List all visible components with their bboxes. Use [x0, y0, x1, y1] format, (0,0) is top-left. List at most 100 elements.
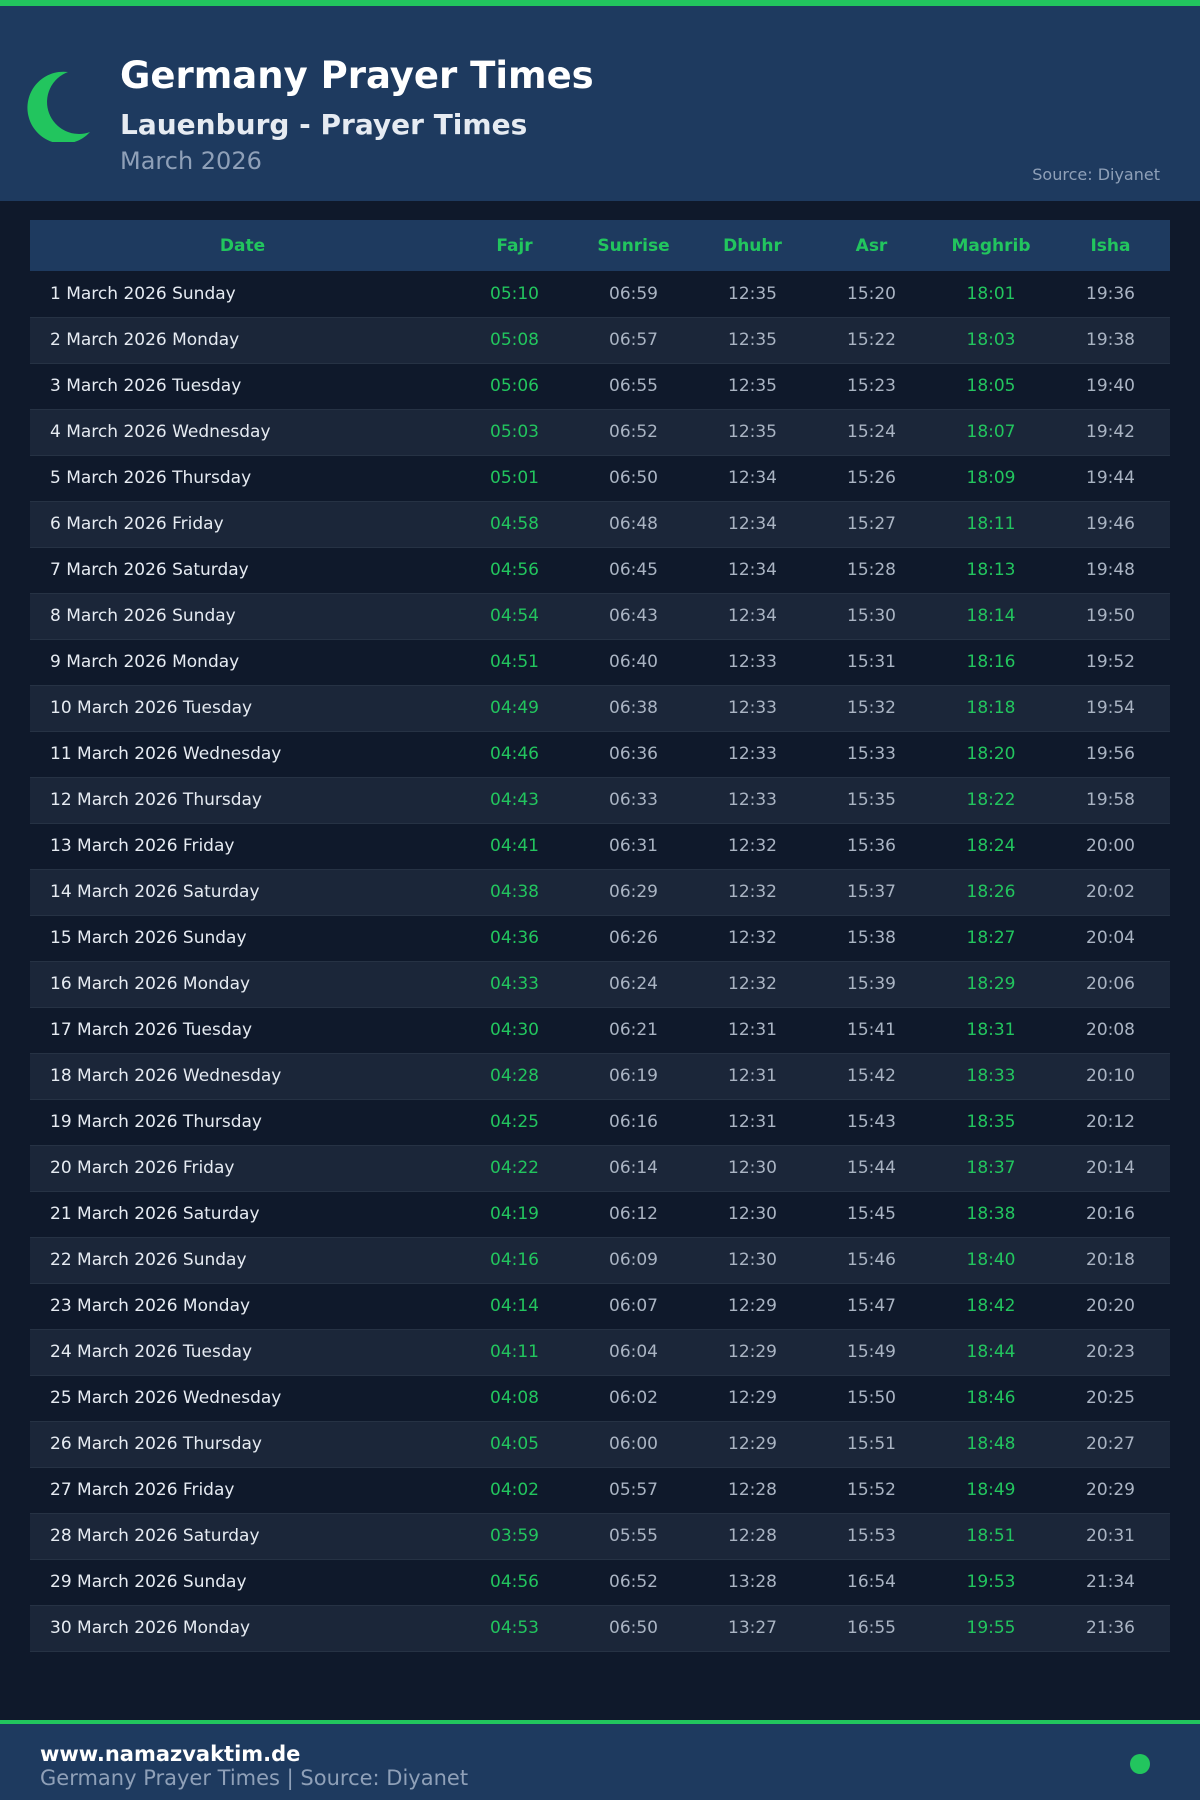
fajr-cell: 04:05	[455, 1421, 574, 1468]
isha-cell: 20:27	[1051, 1421, 1170, 1468]
maghrib-cell: 18:22	[931, 777, 1051, 824]
asr-cell: 15:31	[812, 639, 931, 686]
sunrise-cell: 06:02	[574, 1375, 693, 1422]
sunrise-cell: 06:38	[574, 685, 693, 732]
asr-cell: 15:23	[812, 363, 931, 410]
isha-cell: 19:36	[1051, 271, 1170, 318]
source-label: Source: Diyanet	[1032, 165, 1160, 184]
isha-cell: 20:08	[1051, 1007, 1170, 1054]
date-cell: 6 March 2026 Friday	[30, 501, 455, 548]
date-cell: 14 March 2026 Saturday	[30, 869, 455, 916]
fajr-cell: 04:49	[455, 685, 574, 732]
isha-cell: 20:25	[1051, 1375, 1170, 1422]
date-cell: 5 March 2026 Thursday	[30, 455, 455, 502]
column-header-sunrise: Sunrise	[574, 220, 693, 271]
column-header-dhuhr: Dhuhr	[693, 220, 812, 271]
table-row: 26 March 2026 Thursday 04:05 06:00 12:29 15:…	[30, 1421, 1170, 1468]
isha-cell: 19:54	[1051, 685, 1170, 732]
table-row: 9 March 2026 Monday 04:51 06:40 12:33 15:31 1…	[30, 639, 1170, 686]
date-cell: 10 March 2026 Tuesday	[30, 685, 455, 732]
maghrib-cell: 18:51	[931, 1513, 1051, 1560]
asr-cell: 15:24	[812, 409, 931, 456]
table-row: 29 March 2026 Sunday 04:56 06:52 13:28 16:54…	[30, 1559, 1170, 1606]
dhuhr-cell: 12:30	[693, 1237, 812, 1284]
date-cell: 4 March 2026 Wednesday	[30, 409, 455, 456]
dhuhr-cell: 12:32	[693, 961, 812, 1008]
sunrise-cell: 06:12	[574, 1191, 693, 1238]
dhuhr-cell: 12:28	[693, 1467, 812, 1514]
fajr-cell: 04:11	[455, 1329, 574, 1376]
isha-cell: 20:23	[1051, 1329, 1170, 1376]
dhuhr-cell: 12:29	[693, 1329, 812, 1376]
isha-cell: 19:52	[1051, 639, 1170, 686]
sunrise-cell: 06:43	[574, 593, 693, 640]
maghrib-cell: 18:18	[931, 685, 1051, 732]
isha-cell: 21:36	[1051, 1605, 1170, 1652]
asr-cell: 15:27	[812, 501, 931, 548]
fajr-cell: 04:25	[455, 1099, 574, 1146]
sunrise-cell: 06:52	[574, 1559, 693, 1606]
maghrib-cell: 18:49	[931, 1467, 1051, 1514]
dhuhr-cell: 12:30	[693, 1191, 812, 1238]
date-cell: 30 March 2026 Monday	[30, 1605, 455, 1652]
fajr-cell: 04:51	[455, 639, 574, 686]
table-row: 17 March 2026 Tuesday 04:30 06:21 12:31 15:4…	[30, 1007, 1170, 1054]
maghrib-cell: 18:31	[931, 1007, 1051, 1054]
isha-cell: 19:50	[1051, 593, 1170, 640]
sunrise-cell: 05:57	[574, 1467, 693, 1514]
asr-cell: 15:33	[812, 731, 931, 778]
asr-cell: 15:52	[812, 1467, 931, 1514]
table-row: 25 March 2026 Wednesday 04:08 06:02 12:29 15…	[30, 1375, 1170, 1422]
sunrise-cell: 06:07	[574, 1283, 693, 1330]
sunrise-cell: 06:36	[574, 731, 693, 778]
asr-cell: 15:51	[812, 1421, 931, 1468]
column-header-isha: Isha	[1051, 220, 1170, 271]
maghrib-cell: 18:11	[931, 501, 1051, 548]
asr-cell: 15:30	[812, 593, 931, 640]
table-header-row: Date Fajr Sunrise Dhuhr Asr Maghrib Isha	[30, 220, 1170, 271]
column-header-fajr: Fajr	[455, 220, 574, 271]
date-cell: 11 March 2026 Wednesday	[30, 731, 455, 778]
column-header-maghrib: Maghrib	[931, 220, 1051, 271]
maghrib-cell: 18:35	[931, 1099, 1051, 1146]
table-row: 24 March 2026 Tuesday 04:11 06:04 12:29 15:4…	[30, 1329, 1170, 1376]
date-cell: 26 March 2026 Thursday	[30, 1421, 455, 1468]
date-cell: 17 March 2026 Tuesday	[30, 1007, 455, 1054]
isha-cell: 20:31	[1051, 1513, 1170, 1560]
maghrib-cell: 18:16	[931, 639, 1051, 686]
table-row: 18 March 2026 Wednesday 04:28 06:19 12:31 15…	[30, 1053, 1170, 1100]
date-cell: 20 March 2026 Friday	[30, 1145, 455, 1192]
table-row: 14 March 2026 Saturday 04:38 06:29 12:32 15:…	[30, 869, 1170, 916]
isha-cell: 20:14	[1051, 1145, 1170, 1192]
dhuhr-cell: 12:32	[693, 915, 812, 962]
asr-cell: 15:38	[812, 915, 931, 962]
dhuhr-cell: 12:29	[693, 1421, 812, 1468]
sunrise-cell: 06:33	[574, 777, 693, 824]
month-label: March 2026	[120, 147, 262, 175]
prayer-times-table: Date Fajr Sunrise Dhuhr Asr Maghrib Isha 1 Mar…	[30, 220, 1170, 1652]
asr-cell: 15:22	[812, 317, 931, 364]
isha-cell: 19:44	[1051, 455, 1170, 502]
fajr-cell: 04:46	[455, 731, 574, 778]
table-row: 15 March 2026 Sunday 04:36 06:26 12:32 15:38…	[30, 915, 1170, 962]
isha-cell: 19:42	[1051, 409, 1170, 456]
dhuhr-cell: 12:32	[693, 823, 812, 870]
date-cell: 29 March 2026 Sunday	[30, 1559, 455, 1606]
maghrib-cell: 18:38	[931, 1191, 1051, 1238]
fajr-cell: 04:30	[455, 1007, 574, 1054]
date-cell: 12 March 2026 Thursday	[30, 777, 455, 824]
dhuhr-cell: 12:34	[693, 593, 812, 640]
asr-cell: 15:47	[812, 1283, 931, 1330]
date-cell: 2 March 2026 Monday	[30, 317, 455, 364]
page-subtitle: Lauenburg - Prayer Times	[120, 108, 528, 141]
asr-cell: 15:50	[812, 1375, 931, 1422]
page-title: Germany Prayer Times	[120, 54, 594, 97]
fajr-cell: 05:08	[455, 317, 574, 364]
fajr-cell: 05:01	[455, 455, 574, 502]
table-row: 1 March 2026 Sunday 05:10 06:59 12:35 15:20 1…	[30, 271, 1170, 318]
table-row: 6 March 2026 Friday 04:58 06:48 12:34 15:27 1…	[30, 501, 1170, 548]
date-cell: 8 March 2026 Sunday	[30, 593, 455, 640]
dhuhr-cell: 12:33	[693, 639, 812, 686]
maghrib-cell: 18:13	[931, 547, 1051, 594]
maghrib-cell: 18:48	[931, 1421, 1051, 1468]
